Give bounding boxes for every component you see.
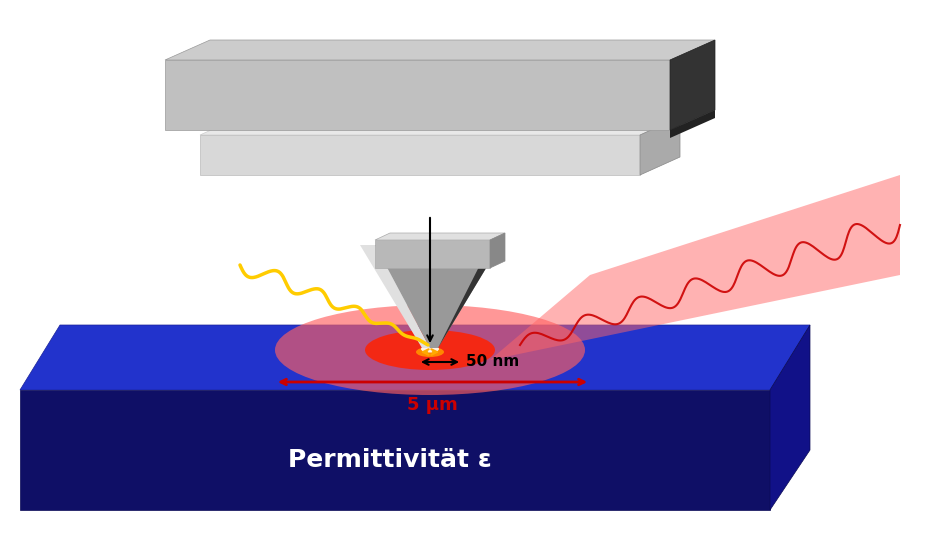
Text: 5 μm: 5 μm bbox=[407, 396, 458, 414]
Ellipse shape bbox=[365, 330, 495, 370]
Polygon shape bbox=[375, 240, 490, 268]
Polygon shape bbox=[490, 175, 900, 360]
Polygon shape bbox=[670, 40, 715, 130]
Polygon shape bbox=[165, 60, 670, 130]
Polygon shape bbox=[438, 245, 500, 348]
Polygon shape bbox=[375, 245, 500, 348]
Polygon shape bbox=[490, 233, 505, 268]
Polygon shape bbox=[640, 117, 680, 175]
Text: Permittivität ε: Permittivität ε bbox=[288, 448, 492, 472]
Polygon shape bbox=[200, 117, 680, 135]
Polygon shape bbox=[165, 40, 715, 60]
Polygon shape bbox=[20, 325, 810, 390]
Polygon shape bbox=[20, 390, 770, 510]
Polygon shape bbox=[670, 110, 715, 138]
Polygon shape bbox=[770, 325, 810, 510]
Text: 50 nm: 50 nm bbox=[466, 354, 519, 369]
Polygon shape bbox=[200, 135, 640, 175]
Polygon shape bbox=[360, 245, 430, 348]
Ellipse shape bbox=[421, 346, 439, 353]
Ellipse shape bbox=[416, 347, 444, 357]
Ellipse shape bbox=[275, 305, 585, 395]
Polygon shape bbox=[375, 233, 505, 240]
